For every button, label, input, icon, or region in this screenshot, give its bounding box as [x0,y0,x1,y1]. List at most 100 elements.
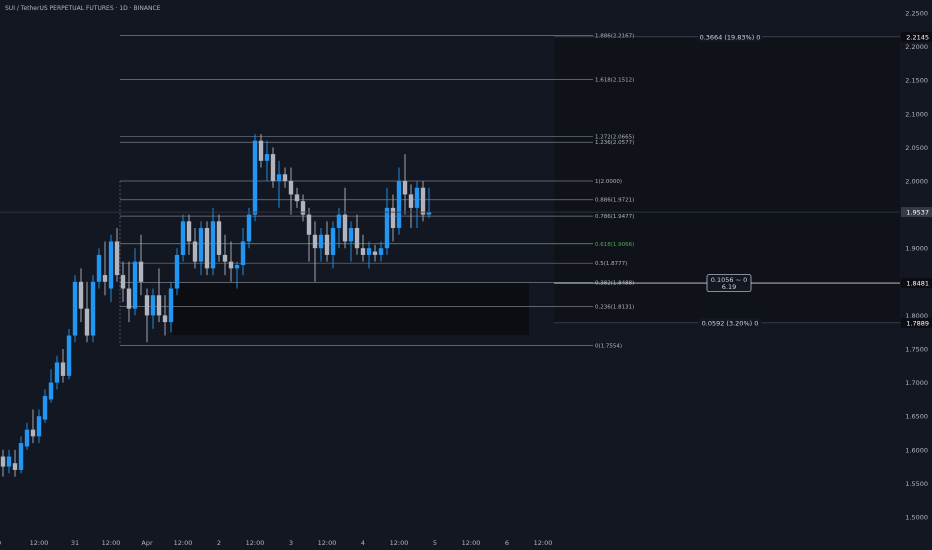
chart-title: SUI / TetherUS PERPETUAL FUTURES · 1D · … [5,5,161,12]
candle-body [282,174,288,181]
time-tick-label: 12:00 [390,539,409,547]
range-measure-label-bg [706,274,752,292]
price-badge-text: 1.7889 [906,319,929,327]
candle-body [420,187,426,215]
candles-layer [0,133,432,477]
time-axis[interactable]: 30 12:00 31 12:00 Apr 12:00 2 12:00 3 12:00 4 12:00… [0,539,552,547]
price-tick-label: 1.8000 [905,312,928,320]
candle-body [126,288,132,309]
candle-body [162,315,168,323]
time-tick-label: 12:00 [30,539,49,547]
price-axis[interactable]: 1.5000 1.5500 1.6000 1.6500 1.7000 1.7500 1.80… [901,10,932,522]
candle-body [96,254,102,282]
fib-level-label: 0.886(1.9721) [595,198,634,204]
candle-body [132,261,138,309]
candle-body [222,254,228,262]
candle-body [336,214,342,229]
candle-body [414,187,420,208]
price-tick-label: 1.5000 [905,514,928,522]
candle-body [18,443,24,470]
time-tick-label: 12:00 [246,539,265,547]
candle-body [204,228,210,269]
candle-body [264,154,270,161]
price-badge [901,207,932,218]
time-tick-label: Apr [141,539,153,547]
candle-body [168,288,174,323]
projection-upper-label: 0.3664 (19.83%) 0 [698,31,762,42]
candle-body [384,207,390,249]
candle-body [180,221,186,255]
candle-body [156,295,162,316]
price-tick-label: 2.1500 [905,77,928,85]
candle-body [372,251,378,255]
time-tick-label: 30 [0,539,1,547]
price-badge-text: 1.9537 [906,209,929,217]
price-tick-label: 1.5500 [905,480,928,488]
candle-body [72,281,78,336]
candle-body [366,248,372,255]
projection-lower-label-bg [698,317,762,328]
time-tick-label: 5 [433,539,437,547]
candle-body [270,154,276,181]
fib-level-label: 1.272(2.0665) [595,134,634,140]
candle-body [252,140,258,215]
price-tick-label: 1.6000 [905,446,928,454]
price-badge [901,317,932,328]
candle-body [66,335,72,376]
candle-body [90,281,96,336]
price-badge-text: 2.2145 [906,33,929,41]
candle-body [36,416,42,437]
price-tick-label: 2.2000 [905,43,928,51]
fib-level-label: 0.5(1.8777) [595,261,627,267]
price-tick-label: 1.6500 [905,413,928,421]
time-tick-label: 12:00 [534,539,553,547]
fib-level-label: 1(2.0000) [595,179,622,185]
candle-body [0,456,6,467]
time-tick-label: 12:00 [462,539,481,547]
price-tick-label: 2.2500 [905,10,928,18]
price-tick-label: 1.7500 [905,346,928,354]
candle-body [114,241,120,276]
price-badge-text: 1.8481 [906,280,929,288]
projection-upper-label-bg [698,31,762,42]
candle-body [84,308,90,336]
range-measure-label-text: 0.1056 ~ 0 [711,276,747,284]
time-tick-label: 2 [217,539,221,547]
projection-lower-label-text: 0.0592 (3.20%) 0 [702,319,759,327]
candle-body [258,140,264,161]
projection-lower-label: 0.0592 (3.20%) 0 [698,317,762,328]
candle-body [174,254,180,289]
fibonacci-retracement[interactable]: 0(1.7554) 0.236(1.8131) 0.382(1.8488) 0.5(1… [119,33,634,349]
time-tick-label: 4 [361,539,365,547]
fib-level-label: 1.236(2.0577) [595,140,634,146]
candle-body [354,228,360,249]
candle-body [42,396,48,420]
candle-body [198,228,204,262]
time-tick-label: 31 [71,539,79,547]
candle-body [30,429,36,437]
fib-level-label: 0.786(1.9477) [595,214,634,220]
candle-body [78,281,84,309]
candle-body [330,228,336,255]
projection-upper-label-text: 0.3664 (19.83%) 0 [700,33,761,41]
time-tick-label: 12:00 [174,539,193,547]
candle-body [390,207,396,229]
time-tick-label: 12:00 [318,539,337,547]
candle-body [120,275,126,289]
price-tick-label: 1.9000 [905,245,928,253]
candle-body [396,181,402,229]
candle-body [150,295,156,316]
candle-body [348,228,354,242]
candle-body [426,211,432,215]
price-badge [901,278,932,289]
candle-body [276,174,282,181]
price-badge [901,31,932,42]
candle-body [312,234,318,249]
candle-body [6,456,12,467]
candle-body [288,181,294,195]
fib-level-label: 0(1.7554) [595,343,622,349]
fib-level-label: 0.236(1.8131) [595,305,634,311]
fib-level-label: 1.886(2.2167) [595,33,634,39]
candle-body [408,194,414,208]
